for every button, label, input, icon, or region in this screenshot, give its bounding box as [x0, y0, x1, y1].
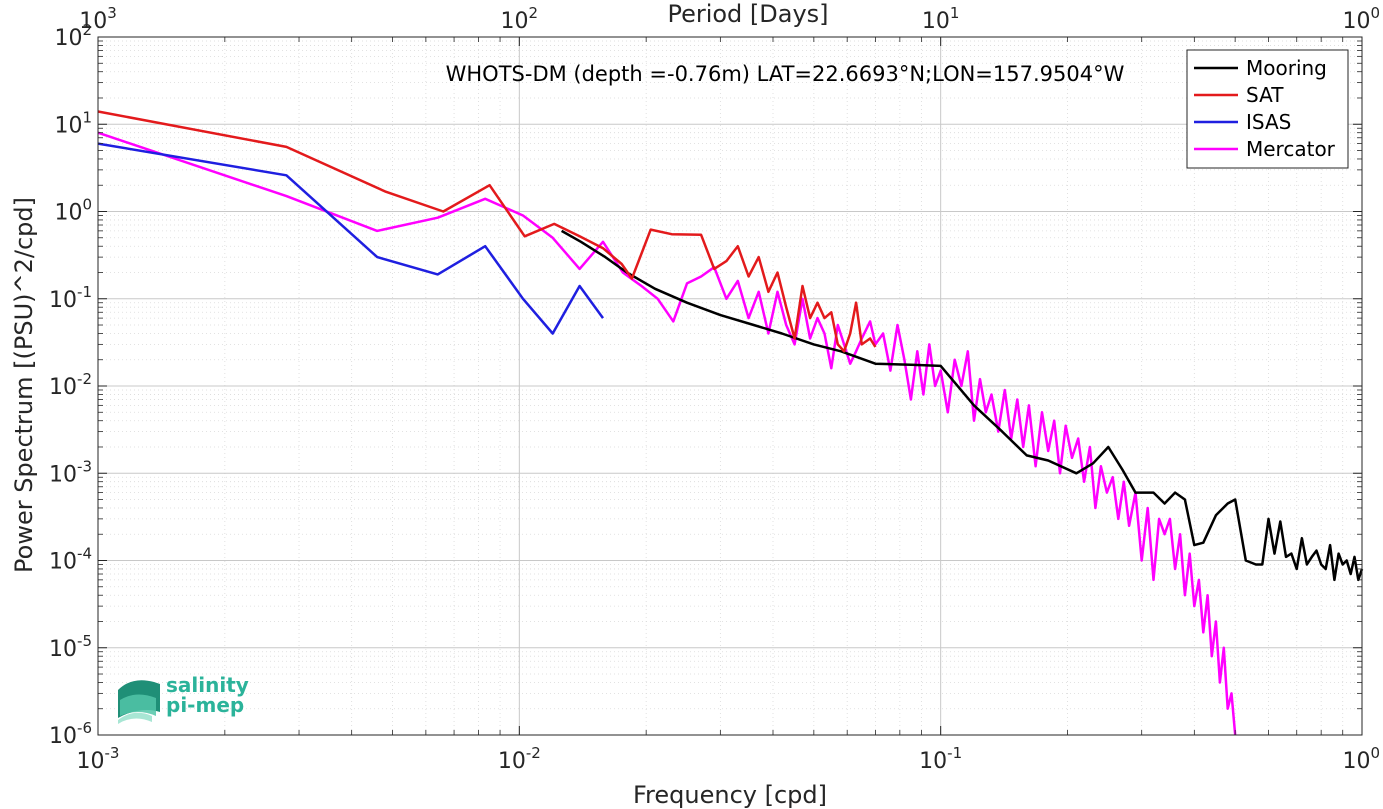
grid-minor — [98, 37, 1362, 735]
y-tick-label: 10-6 — [49, 719, 92, 749]
y-tick-label: 10-3 — [49, 457, 92, 487]
logo-text-pi-mep: pi-mep — [166, 693, 244, 717]
y-tick-label: 10-5 — [49, 632, 92, 662]
x-top-tick-label: 102 — [501, 4, 539, 34]
legend-label-mooring: Mooring — [1246, 56, 1327, 80]
y-tick-label: 101 — [54, 108, 92, 138]
legend-label-isas: ISAS — [1246, 110, 1291, 134]
legend-label-sat: SAT — [1246, 83, 1284, 107]
logo-text-salinity: salinity — [166, 673, 249, 697]
x-tick-label: 100 — [1342, 744, 1380, 774]
legend-label-mercator: Mercator — [1246, 137, 1336, 161]
series-line-mooring — [560, 229, 1364, 582]
y-tick-label: 102 — [54, 21, 92, 51]
series-line-mercator — [97, 131, 1237, 736]
series-line-isas — [97, 142, 605, 335]
x-tick-label: 10-1 — [919, 744, 962, 774]
x-tick-label: 10-2 — [498, 744, 541, 774]
x-top-tick-label: 101 — [922, 4, 960, 34]
logo-wave-icon-3 — [118, 712, 152, 724]
logo-wave-icon-2 — [120, 694, 156, 716]
y-tick-label: 10-4 — [49, 545, 92, 575]
y-tick-label: 10-1 — [49, 283, 92, 313]
series-line-sat — [97, 110, 877, 353]
x-top-tick-label: 103 — [79, 4, 117, 34]
x-top-axis-title: Period [Days] — [667, 0, 828, 28]
x-top-tick-label: 100 — [1342, 4, 1380, 34]
y-tick-label: 10-2 — [49, 370, 92, 400]
x-axis-title: Frequency [cpd] — [633, 781, 827, 809]
series-layer — [97, 110, 1364, 736]
salinity-pi-mep-logo: salinity pi-mep — [118, 673, 249, 724]
legend: Mooring SAT ISAS Mercator — [1186, 49, 1349, 169]
x-tick-label: 10-3 — [77, 744, 120, 774]
ticks-layer — [97, 36, 1363, 736]
chart-title: WHOTS-DM (depth =-0.76m) LAT=22.6693°N;L… — [446, 62, 1125, 86]
y-tick-label: 100 — [54, 196, 92, 226]
y-axis-title: Power Spectrum [(PSU)^2/cpd] — [10, 197, 38, 573]
